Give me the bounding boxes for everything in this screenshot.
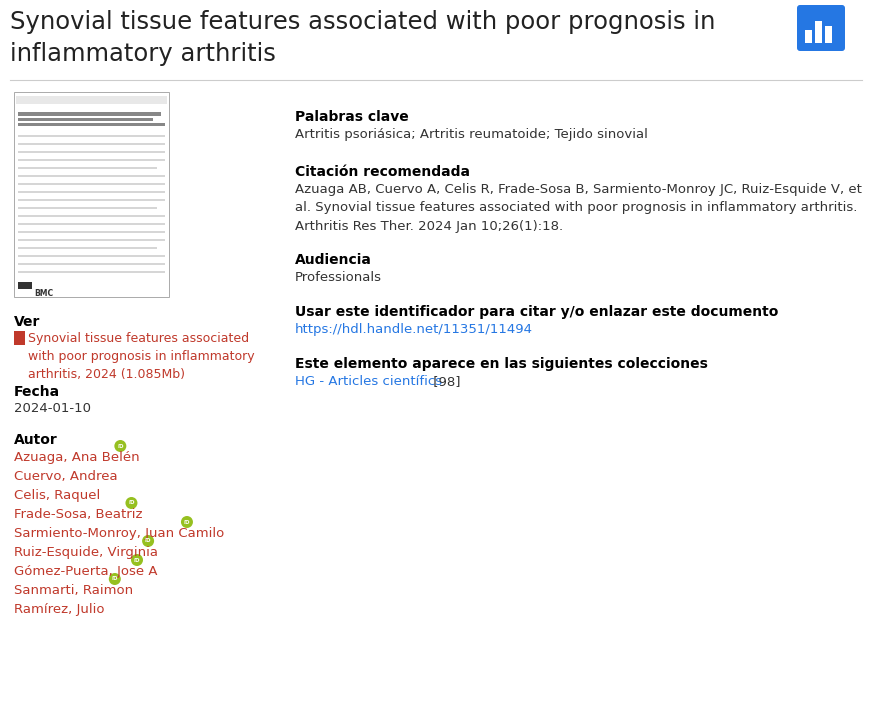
Bar [18, 255, 165, 257]
Bar [18, 151, 165, 153]
Bar [18, 247, 157, 249]
Text: 2024-01-10: 2024-01-10 [14, 402, 91, 415]
Bar [18, 215, 165, 217]
Circle shape [114, 440, 126, 452]
Text: Frade-Sosa, Beatriz: Frade-Sosa, Beatriz [14, 508, 142, 521]
Text: HG - Articles científics: HG - Articles científics [295, 375, 442, 388]
FancyBboxPatch shape [797, 5, 845, 51]
Text: Audiencia: Audiencia [295, 253, 371, 267]
Bar [825, 26, 832, 43]
Bar [18, 112, 161, 116]
Bar [18, 175, 165, 177]
Text: Professionals: Professionals [295, 271, 382, 284]
Text: Azuaga AB, Cuervo A, Celis R, Frade-Sosa B, Sarmiento-Monroy JC, Ruiz-Esquide V,: Azuaga AB, Cuervo A, Celis R, Frade-Sosa… [295, 183, 862, 233]
Bar [815, 21, 822, 43]
Text: Sarmiento-Monroy, Juan Camilo: Sarmiento-Monroy, Juan Camilo [14, 527, 224, 540]
Text: Fecha: Fecha [14, 385, 60, 399]
Text: Synovial tissue features associated with poor prognosis in: Synovial tissue features associated with… [10, 10, 715, 34]
Bar [18, 123, 165, 126]
Text: Artritis psoriásica; Artritis reumatoide; Tejido sinovial: Artritis psoriásica; Artritis reumatoide… [295, 128, 648, 141]
Bar [18, 282, 32, 289]
Text: BMC: BMC [34, 288, 53, 298]
FancyBboxPatch shape [14, 92, 169, 297]
Bar [18, 159, 165, 161]
Text: Ruiz-Esquide, Virginia: Ruiz-Esquide, Virginia [14, 546, 158, 559]
Text: Usar este identificador para citar y/o enlazar este documento: Usar este identificador para citar y/o e… [295, 305, 779, 319]
Bar [18, 223, 165, 225]
Polygon shape [21, 327, 25, 331]
Bar [18, 263, 165, 265]
Bar [18, 239, 165, 241]
Bar [18, 135, 165, 137]
Bar [14, 331, 25, 345]
Circle shape [126, 497, 138, 509]
Text: iD: iD [117, 444, 124, 448]
Text: Este elemento aparece en las siguientes colecciones: Este elemento aparece en las siguientes … [295, 357, 708, 371]
Bar [18, 118, 153, 121]
Bar [124, 96, 167, 104]
Bar [18, 183, 165, 185]
Bar [805, 30, 812, 43]
Circle shape [109, 573, 121, 585]
Text: iD: iD [133, 557, 140, 563]
Text: iD: iD [184, 520, 190, 524]
Text: Celis, Raquel: Celis, Raquel [14, 489, 100, 502]
Text: Cuervo, Andrea: Cuervo, Andrea [14, 470, 118, 483]
Text: Palabras clave: Palabras clave [295, 110, 409, 124]
Circle shape [181, 516, 193, 528]
Bar [18, 167, 157, 169]
Text: https://hdl.handle.net/11351/11494: https://hdl.handle.net/11351/11494 [295, 323, 533, 336]
Bar [18, 191, 165, 193]
Bar [16, 96, 167, 104]
Circle shape [142, 535, 154, 547]
Text: Azuaga, Ana Belén: Azuaga, Ana Belén [14, 451, 140, 464]
Text: [98]: [98] [429, 375, 461, 388]
Bar [18, 231, 165, 233]
Bar [18, 199, 165, 201]
Bar [18, 207, 157, 209]
Text: iD: iD [112, 576, 118, 581]
Circle shape [131, 554, 143, 566]
Text: Autor: Autor [14, 433, 58, 447]
Bar [18, 143, 165, 145]
Text: iD: iD [128, 500, 134, 505]
Text: Synovial tissue features associated
with poor prognosis in inflammatory
arthriti: Synovial tissue features associated with… [28, 332, 255, 381]
Text: iD: iD [145, 539, 152, 544]
Text: Ver: Ver [14, 315, 40, 329]
Text: Citación recomendada: Citación recomendada [295, 165, 470, 179]
Text: Gómez-Puerta, Jose A: Gómez-Puerta, Jose A [14, 565, 158, 578]
Text: Sanmarti, Raimon: Sanmarti, Raimon [14, 584, 133, 597]
Text: Ramírez, Julio: Ramírez, Julio [14, 603, 105, 616]
Bar [18, 271, 165, 273]
Text: inflammatory arthritis: inflammatory arthritis [10, 42, 276, 66]
